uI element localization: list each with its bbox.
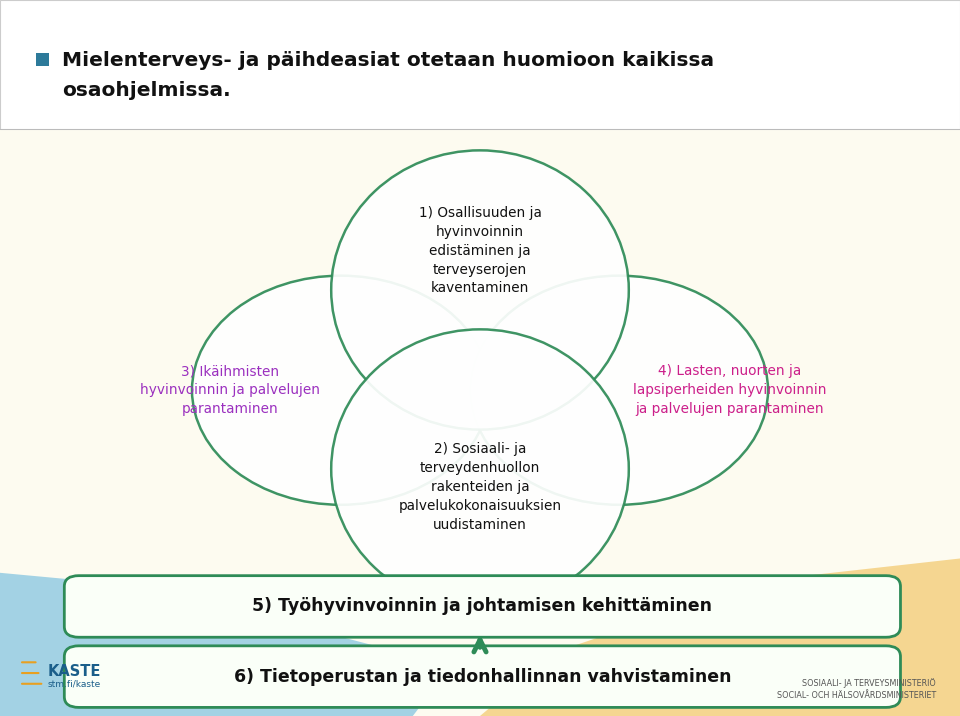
Text: 3) Ikäihmisten
hyvinvoinnin ja palvelujen
parantaminen: 3) Ikäihmisten hyvinvoinnin ja palveluje…: [140, 364, 321, 416]
Text: osaohjelmissa.: osaohjelmissa.: [62, 81, 231, 100]
Polygon shape: [480, 558, 960, 716]
Text: stm.fi/kaste: stm.fi/kaste: [48, 680, 101, 689]
Text: 4) Lasten, nuorten ja
lapsiperheiden hyvinvoinnin
ja palvelujen parantaminen: 4) Lasten, nuorten ja lapsiperheiden hyv…: [633, 364, 827, 416]
Ellipse shape: [331, 329, 629, 609]
Ellipse shape: [331, 150, 629, 430]
Text: 2) Sosiaali- ja
terveydenhuollon
rakenteiden ja
palvelukokonaisuuksien
uudistami: 2) Sosiaali- ja terveydenhuollon rakente…: [398, 442, 562, 532]
Ellipse shape: [470, 276, 768, 505]
Text: 6) Tietoperustan ja tiedonhallinnan vahvistaminen: 6) Tietoperustan ja tiedonhallinnan vahv…: [233, 667, 732, 686]
Text: KASTE: KASTE: [48, 664, 102, 679]
Text: Mielenterveys- ja päihdeasiat otetaan huomioon kaikissa: Mielenterveys- ja päihdeasiat otetaan hu…: [62, 51, 714, 69]
Text: SOSIAALI- JA TERVEYSMINISTERIÖ
SOCIAL- OCH HÄLSOVÅRDSMINISTERIET: SOSIAALI- JA TERVEYSMINISTERIÖ SOCIAL- O…: [777, 678, 936, 700]
FancyBboxPatch shape: [64, 576, 900, 637]
Text: 5) Työhyvinvoinnin ja johtamisen kehittäminen: 5) Työhyvinvoinnin ja johtamisen kehittä…: [252, 597, 712, 616]
Polygon shape: [0, 573, 451, 716]
Ellipse shape: [192, 276, 490, 505]
Bar: [36, 53, 49, 66]
Text: 1) Osallisuuden ja
hyvinvoinnin
edistäminen ja
terveyserojen
kaventaminen: 1) Osallisuuden ja hyvinvoinnin edistämi…: [419, 205, 541, 296]
FancyBboxPatch shape: [0, 0, 960, 129]
FancyBboxPatch shape: [64, 646, 900, 707]
